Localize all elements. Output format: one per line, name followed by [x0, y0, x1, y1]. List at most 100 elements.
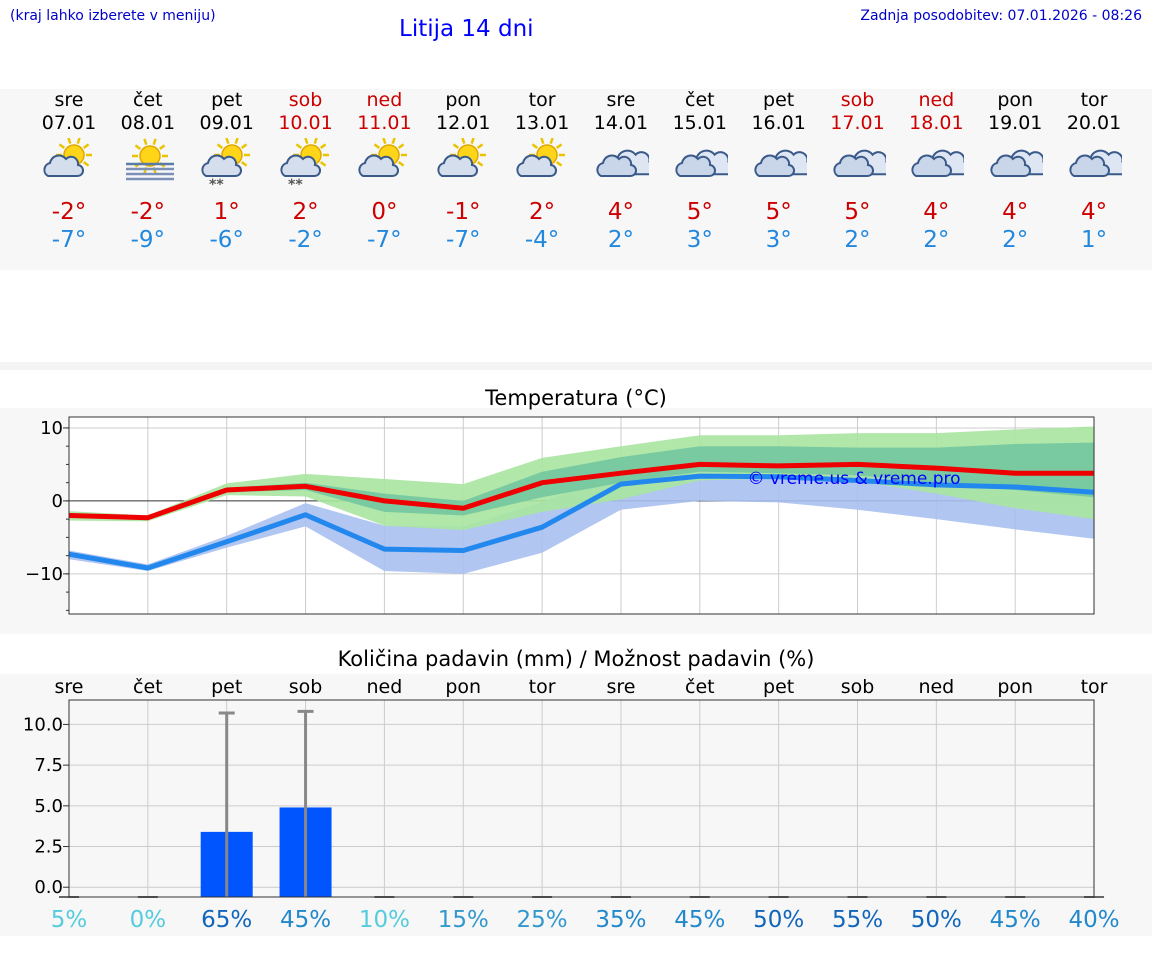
y-tick-label: 0.0 [34, 877, 63, 898]
precip-probability: 45% [674, 907, 725, 933]
partly-sunny-icon [358, 138, 408, 177]
day-date: 08.01 [120, 112, 176, 134]
day-name: tor [1080, 89, 1108, 111]
day-date: 20.01 [1066, 112, 1122, 134]
y-tick-label: 5.0 [34, 796, 63, 817]
plot-frame [68, 416, 1095, 615]
min-temp: 1° [1080, 227, 1108, 253]
min-temp-line [68, 473, 1095, 571]
day-date: 09.01 [199, 112, 254, 134]
day-name: pet [763, 89, 795, 111]
temperature-chart: 10 0 −10 © vreme.us & vreme.pro [25, 416, 1095, 615]
max-temp: 5° [686, 199, 713, 225]
min-temp: 2° [607, 227, 634, 253]
page-title: Litija 14 dni [399, 16, 534, 42]
day-name: sre [606, 89, 636, 111]
cloudy-icon [1069, 149, 1123, 177]
last-updated: Zadnja posodobitev: 07.01.2026 - 08:26 [860, 8, 1142, 24]
category-label: ned [918, 676, 954, 698]
min-temp: -7° [446, 227, 481, 253]
max-temp: 4° [607, 199, 634, 225]
cloudy-icon [754, 149, 807, 177]
category-label: pet [763, 676, 794, 698]
sun-fog-icon [125, 138, 174, 181]
snow-flakes: ** [209, 177, 224, 190]
precip-probability: 15% [438, 907, 489, 933]
precip-probability: 50% [911, 907, 962, 933]
precip-probability: 45% [280, 907, 331, 933]
forecast-strip [0, 89, 1152, 270]
precip-probability: 55% [832, 907, 883, 933]
category-label: ned [367, 676, 403, 698]
category-label: sob [841, 676, 875, 698]
category-label: pon [445, 676, 481, 698]
cloudy-icon [911, 149, 965, 177]
category-label: sre [55, 676, 84, 698]
max-temp: 5° [765, 199, 792, 225]
day-name: sob [288, 89, 323, 111]
y-tick-label: 0 [52, 491, 63, 512]
min-temp: -6° [209, 227, 244, 253]
day-date: 18.01 [909, 112, 964, 134]
cloudy-icon [832, 149, 886, 177]
min-temp: 3° [686, 227, 713, 253]
min-temp: 2° [1002, 227, 1029, 253]
day-name: sre [54, 89, 84, 111]
y-tick-label: 7.5 [34, 755, 63, 776]
cloudy-icon [596, 149, 649, 177]
precipitation-chart: sre čet pet sob ned pon tor sre čet pet sob ned pon t… [23, 676, 1120, 933]
precip-probability: 35% [595, 907, 646, 933]
max-temp: 1° [213, 199, 240, 225]
category-label: pon [997, 676, 1033, 698]
partly-sunny-snow-icon: ** [279, 138, 329, 190]
max-temp: -2° [51, 199, 87, 225]
location-hint: (kraj lahko izberete v meniju) [10, 8, 216, 24]
min-temp: 2° [923, 227, 950, 253]
day-name: pon [997, 89, 1034, 111]
category-label: čet [685, 676, 715, 698]
category-label: pet [211, 676, 242, 698]
category-label: čet [133, 676, 163, 698]
temperature-chart-title: Temperatura (°C) [485, 386, 667, 410]
max-temp: 0° [371, 199, 398, 225]
max-temp-line [68, 461, 1094, 521]
category-label: tor [1081, 676, 1108, 698]
precip-probability: 45% [990, 907, 1041, 933]
day-date: 15.01 [672, 112, 727, 134]
precip-probability: 65% [201, 907, 252, 933]
min-temp: 2° [844, 227, 871, 253]
max-temp: 2° [529, 199, 556, 225]
min-temp: -7° [51, 227, 87, 253]
y-tick-label: −10 [25, 564, 63, 585]
day-date: 11.01 [357, 112, 412, 134]
day-date: 17.01 [830, 112, 885, 134]
day-name: sob [840, 89, 875, 111]
partly-sunny-icon [516, 138, 566, 177]
divider [0, 362, 1152, 370]
max-temp: -1° [446, 199, 481, 225]
precip-probability: 40% [1068, 907, 1119, 933]
y-tick-label: 10.0 [23, 714, 63, 735]
min-temp: -7° [367, 227, 402, 253]
max-temp: -2° [130, 199, 166, 225]
day-name: pet [211, 89, 243, 111]
min-temp: 3° [765, 227, 792, 253]
category-label: sob [289, 676, 323, 698]
min-temp-range [69, 465, 1094, 574]
max-temp: 4° [923, 199, 950, 225]
cloudy-icon [990, 149, 1044, 177]
day-name: čet [685, 89, 715, 111]
max-temp: 5° [844, 199, 871, 225]
precip-probability: 5% [51, 907, 88, 933]
watermark: © vreme.us & vreme.pro [747, 469, 960, 489]
precip-probability: 50% [753, 907, 804, 933]
max-temp: 4° [1080, 199, 1108, 225]
plot-frame [68, 699, 1095, 898]
day-date: 19.01 [987, 112, 1043, 134]
day-name: pon [445, 89, 482, 111]
category-label: sre [606, 676, 635, 698]
day-date: 12.01 [436, 112, 491, 134]
day-date: 14.01 [593, 112, 649, 134]
partly-sunny-icon [43, 138, 92, 177]
snow-flakes: ** [288, 177, 303, 190]
